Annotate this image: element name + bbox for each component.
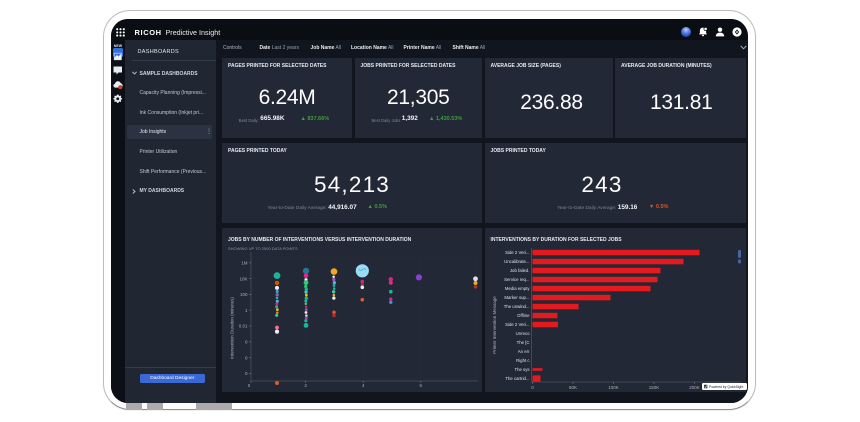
svg-text:Unreco: Unreco: [515, 331, 529, 336]
svg-text:200K: 200K: [689, 385, 700, 390]
svg-text:0: 0: [531, 385, 534, 390]
svg-text:Intervention Duration (minutes: Intervention Duration (minutes): [230, 297, 235, 359]
svg-text:Job failed.: Job failed.: [509, 268, 529, 273]
svg-text:Uncalibrate...: Uncalibrate...: [504, 259, 529, 264]
svg-text:0: 0: [245, 340, 248, 345]
svg-text:150K: 150K: [648, 385, 659, 390]
svg-text:100: 100: [240, 292, 248, 297]
svg-text:Side 2 Veri...: Side 2 Veri...: [505, 322, 529, 327]
svg-text:The sys: The sys: [514, 367, 529, 372]
svg-text:4: 4: [362, 383, 365, 388]
svg-text:0.01: 0.01: [239, 324, 248, 329]
svg-text:100K: 100K: [608, 385, 619, 390]
svg-text:Side 2 Veri...: Side 2 Veri...: [505, 250, 529, 255]
svg-text:Media empty: Media empty: [504, 286, 529, 291]
svg-text:50K: 50K: [568, 385, 576, 390]
svg-text:Marker sup...: Marker sup...: [504, 295, 529, 300]
svg-text:Service req...: Service req...: [504, 277, 529, 282]
svg-text:The unwind...: The unwind...: [503, 304, 529, 309]
svg-text:0: 0: [245, 371, 248, 376]
svg-text:Right c: Right c: [516, 358, 530, 363]
svg-text:An err: An err: [517, 349, 529, 354]
svg-text:1M: 1M: [241, 261, 248, 266]
svg-text:10K: 10K: [239, 276, 247, 281]
svg-text:6: 6: [420, 383, 423, 388]
svg-text:1: 1: [245, 308, 248, 313]
svg-text:The cartrid...: The cartrid...: [505, 376, 529, 381]
svg-text:0: 0: [248, 383, 251, 388]
svg-text:Offline: Offline: [517, 313, 530, 318]
svg-text:Printer Intervention Message: Printer Intervention Message: [492, 296, 497, 354]
svg-text:Powered by QuickSight: Powered by QuickSight: [709, 384, 743, 388]
svg-text:2: 2: [304, 383, 307, 388]
svg-text:The [C: The [C: [516, 340, 529, 345]
svg-text:0: 0: [245, 355, 248, 360]
